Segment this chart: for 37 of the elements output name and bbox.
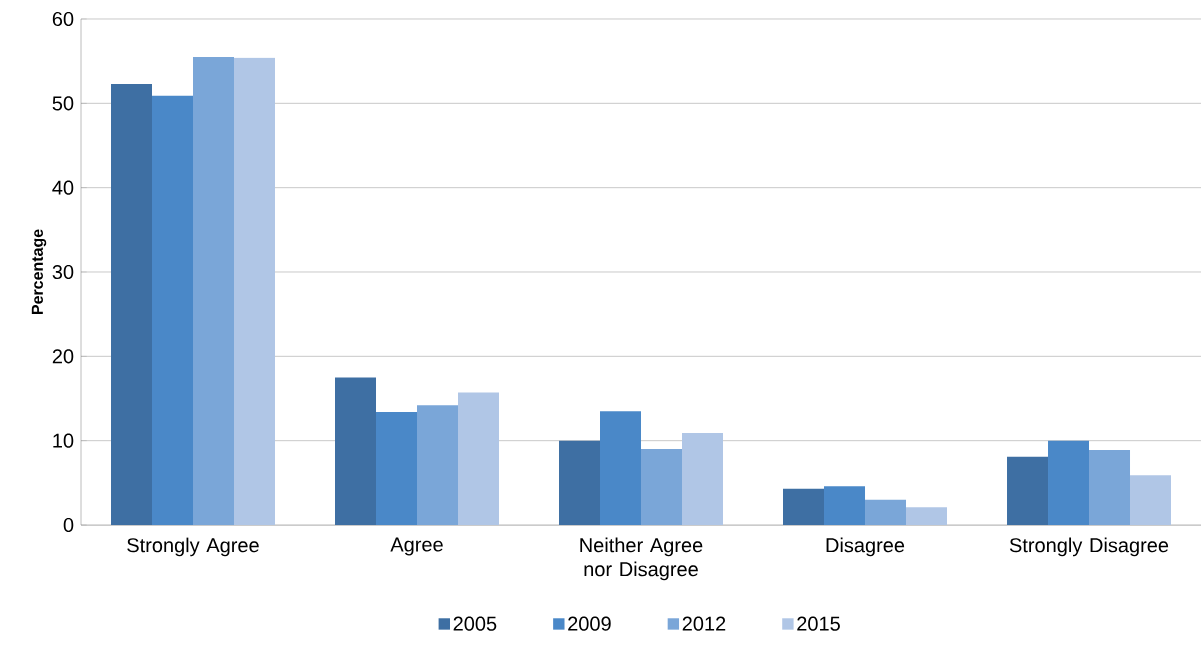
bar — [906, 507, 948, 525]
legend-label: 2009 — [568, 616, 611, 631]
bar — [1130, 475, 1172, 525]
y-tick-label: 40 — [52, 180, 74, 195]
bar — [682, 433, 724, 525]
bar — [111, 83, 152, 525]
bar — [234, 57, 275, 525]
bar — [417, 405, 459, 525]
bar — [335, 377, 377, 525]
y-axis-title: Percentage — [31, 229, 47, 315]
x-tick-label: Strongly Disagree — [1009, 537, 1169, 557]
bar — [865, 499, 907, 525]
bar — [1048, 440, 1090, 525]
bar — [559, 440, 601, 525]
bar — [376, 411, 417, 525]
legend-label: 2005 — [453, 616, 497, 631]
bar — [641, 449, 683, 525]
y-tick-label: 0 — [63, 517, 74, 533]
x-tick-label: Neither Agree nor Disagree — [580, 537, 703, 581]
y-tick-label: 10 — [53, 433, 74, 448]
bar — [824, 486, 866, 525]
legend-label: 2012 — [682, 616, 726, 631]
bar — [1007, 456, 1049, 525]
bar — [783, 488, 825, 525]
y-tick-label: 60 — [52, 11, 74, 27]
y-tick-label: 20 — [52, 349, 74, 364]
bar — [1089, 449, 1131, 525]
x-tick-label: Strongly Agree — [127, 537, 259, 557]
x-tick-label: Agree — [390, 537, 443, 556]
bar — [152, 95, 193, 525]
y-tick-label: 30 — [52, 264, 74, 280]
bar — [193, 56, 234, 525]
x-tick-label: Disagree — [826, 537, 905, 557]
legend-label: 2015 — [797, 616, 840, 631]
bar — [600, 411, 642, 525]
y-tick-label: 50 — [52, 96, 74, 111]
bar — [458, 392, 500, 525]
